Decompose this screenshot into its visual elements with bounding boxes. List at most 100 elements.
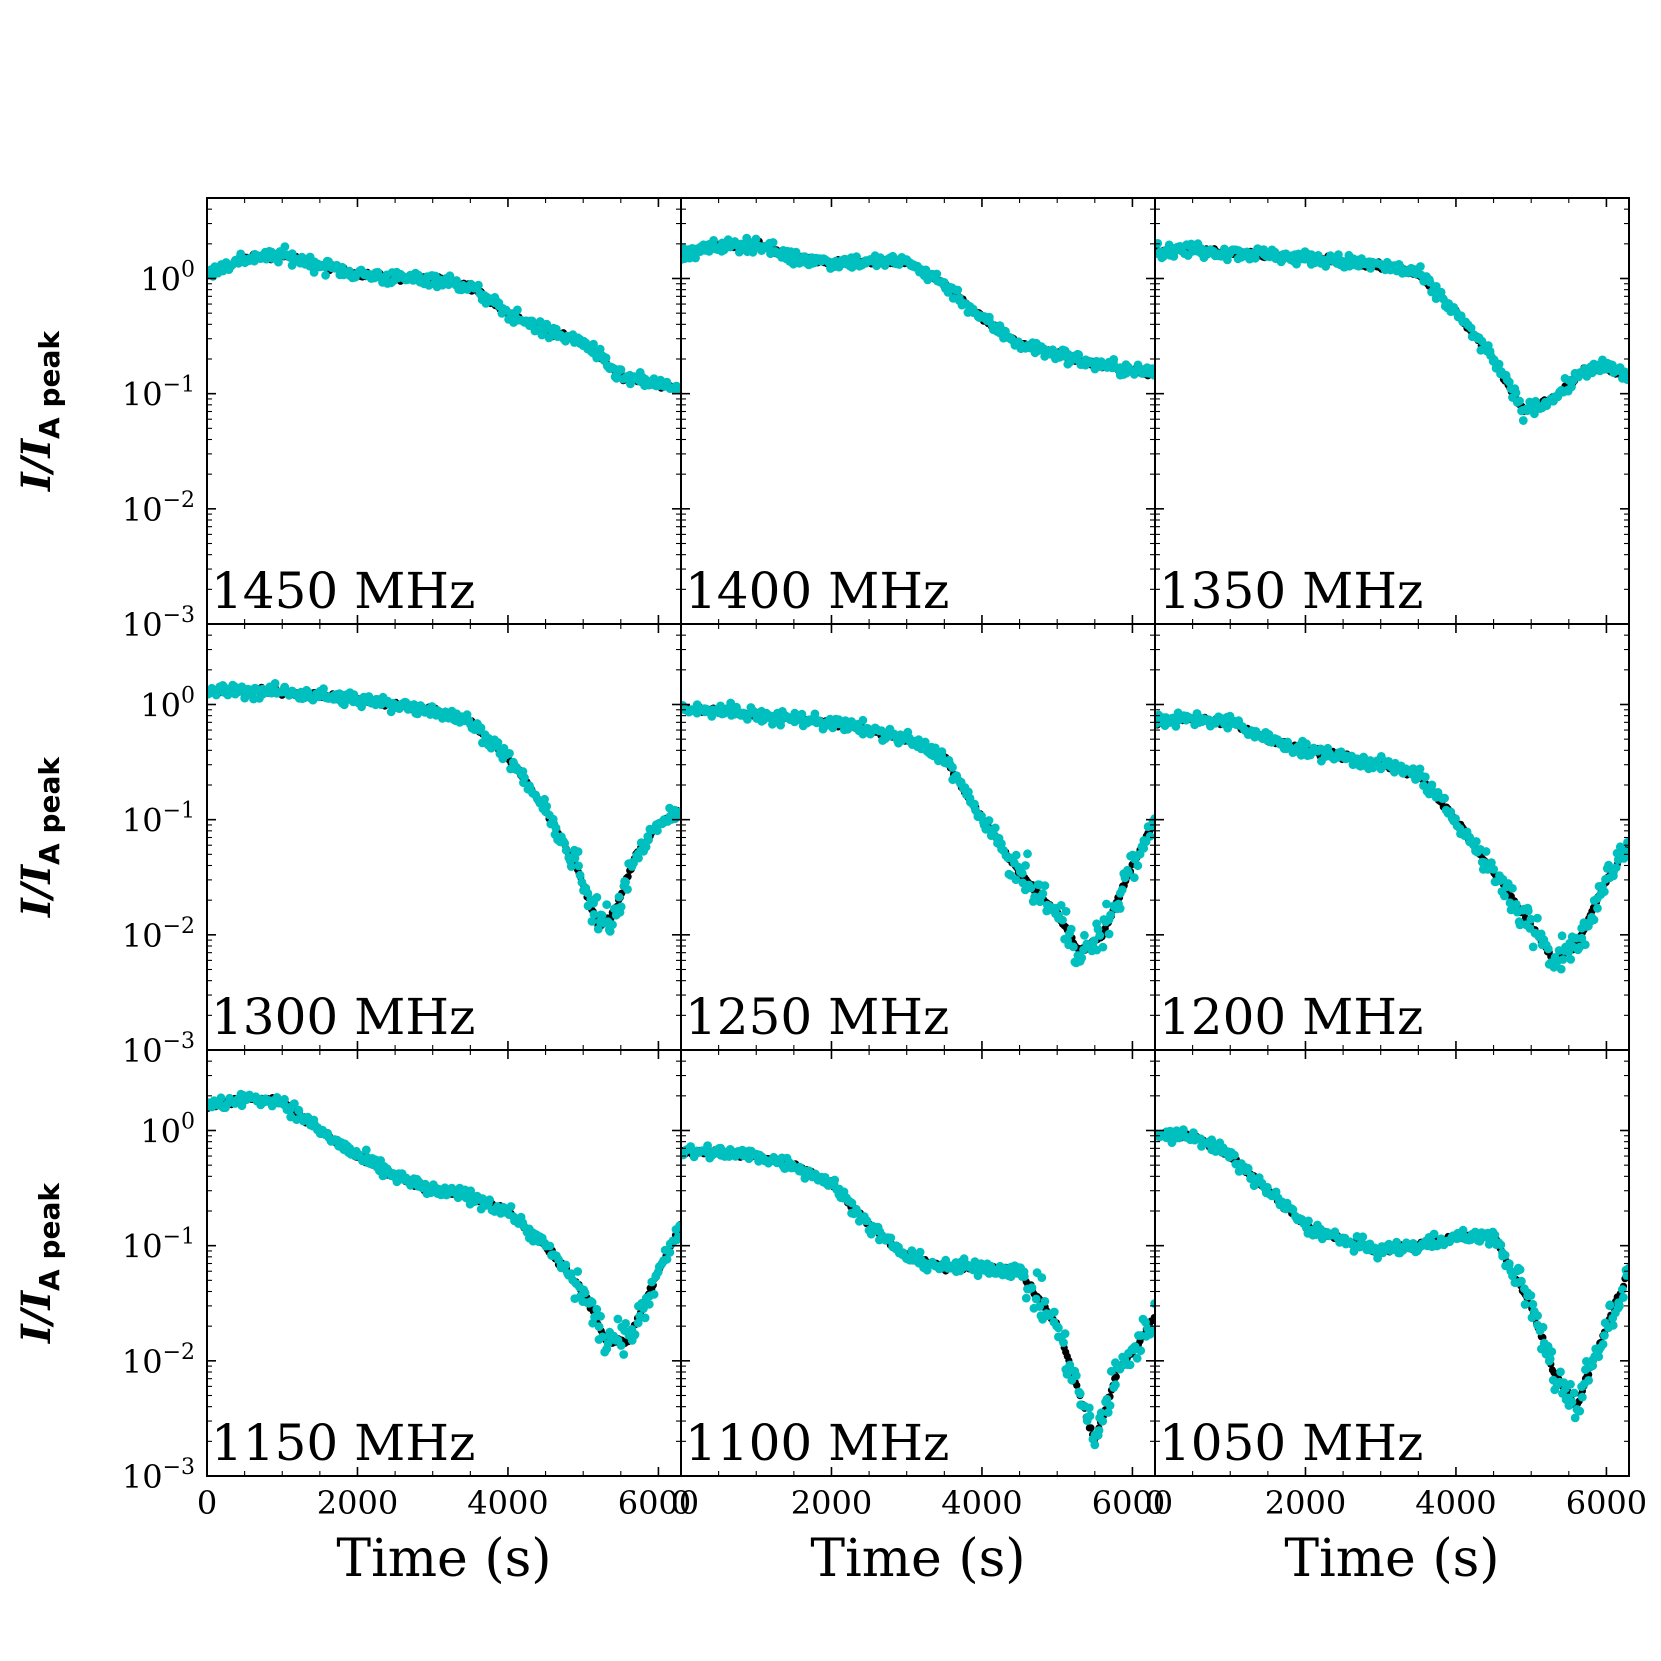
axes-frame — [680, 623, 1156, 1051]
data-point — [542, 802, 552, 811]
data-point — [1415, 764, 1425, 774]
data-point — [566, 862, 576, 871]
data-point — [1061, 907, 1071, 916]
y-tick-label: 10−2 — [122, 488, 195, 529]
data-point — [1508, 884, 1517, 893]
data-point — [361, 1145, 371, 1155]
data-point — [1599, 887, 1609, 897]
data-point — [953, 285, 963, 295]
data-point — [640, 1313, 650, 1323]
data-point — [1427, 780, 1437, 790]
data-point — [1133, 861, 1143, 871]
data-point — [852, 252, 861, 262]
y-tick-label: 10−3 — [122, 1455, 195, 1496]
data-point — [751, 234, 761, 244]
data-point — [452, 276, 461, 285]
data-point — [1466, 323, 1476, 333]
frequency-label: 1400 MHz — [685, 562, 949, 620]
plot-area — [1155, 708, 1629, 974]
data-point — [1533, 913, 1542, 923]
panel-1350-mhz: 1350 MHz — [1154, 197, 1630, 625]
data-point — [633, 1318, 643, 1328]
data-point — [1150, 814, 1155, 823]
x-tick-label: 0 — [197, 1484, 217, 1522]
data-point — [1250, 253, 1260, 263]
data-point — [1622, 847, 1629, 857]
data-point — [1511, 900, 1521, 909]
data-point — [1504, 377, 1514, 387]
data-point — [1056, 901, 1066, 910]
data-point — [1058, 915, 1067, 925]
data-point — [598, 1332, 607, 1342]
data-point — [990, 823, 1000, 833]
y-axis-label: I/IA peak — [13, 1182, 66, 1344]
data-point — [573, 1267, 583, 1276]
data-point — [644, 835, 653, 845]
data-point — [1011, 875, 1021, 884]
data-point — [1543, 944, 1553, 954]
data-point — [573, 847, 583, 856]
data-point — [513, 305, 522, 315]
data-point — [542, 319, 552, 329]
frequency-label: 1350 MHz — [1159, 562, 1423, 620]
data-point — [791, 247, 801, 257]
y-tick-label: 10−1 — [122, 373, 195, 414]
data-point — [1302, 739, 1311, 749]
data-point — [321, 270, 330, 280]
data-point — [1129, 873, 1139, 883]
data-point — [1589, 915, 1599, 925]
frequency-label: 1200 MHz — [1159, 988, 1423, 1046]
data-point — [580, 1288, 590, 1298]
data-point — [1040, 881, 1050, 890]
data-point — [1487, 858, 1496, 868]
data-point — [1098, 942, 1108, 952]
data-point — [309, 268, 319, 277]
data-point — [1109, 355, 1119, 364]
y-tick-label: 10−3 — [122, 1029, 195, 1070]
axes-frame — [206, 1049, 682, 1477]
y-tick-label: 100 — [140, 257, 195, 298]
data-point — [485, 1195, 494, 1205]
data-point — [641, 842, 651, 852]
data-point — [1436, 287, 1446, 297]
data-point — [493, 738, 503, 747]
x-tick-label: 4000 — [467, 1484, 548, 1522]
data-point — [601, 353, 611, 363]
data-point — [920, 737, 930, 747]
data-point — [1115, 904, 1125, 913]
data-point — [984, 816, 994, 825]
data-point — [621, 877, 630, 887]
panel-1300-mhz: 100 10−1 10−2 10−3 I/IA peak 1300 MHz — [13, 623, 682, 1070]
y-axis-label: I/IA peak — [13, 756, 66, 918]
x-tick-label: 2000 — [317, 1484, 398, 1522]
data-point — [1023, 849, 1032, 859]
data-point — [1416, 262, 1425, 271]
data-point — [1095, 931, 1105, 940]
data-point — [1038, 889, 1048, 898]
data-point — [649, 374, 659, 383]
data-point — [1080, 930, 1089, 940]
panel-1150-mhz: 100 10−1 10−2 10−3 I/IA peak 0 2000 4000 6000 Tim… — [13, 1049, 699, 1589]
data-point — [665, 1248, 675, 1257]
plot-area — [207, 679, 681, 936]
plot-area — [681, 233, 1155, 380]
data-point — [1074, 350, 1084, 360]
data-point — [984, 312, 994, 322]
data-point — [1145, 831, 1155, 841]
data-point — [1526, 914, 1536, 924]
data-point — [1518, 416, 1528, 425]
data-point — [1515, 396, 1524, 406]
data-point — [290, 1099, 299, 1109]
data-point — [614, 892, 624, 902]
data-point — [948, 763, 957, 772]
data-point — [649, 1290, 659, 1299]
data-point — [561, 1260, 571, 1270]
data-point — [216, 1093, 226, 1103]
data-point — [676, 807, 681, 817]
data-point — [1566, 955, 1576, 964]
data-point — [1011, 850, 1021, 860]
data-point — [619, 1350, 629, 1359]
data-point — [589, 910, 599, 919]
